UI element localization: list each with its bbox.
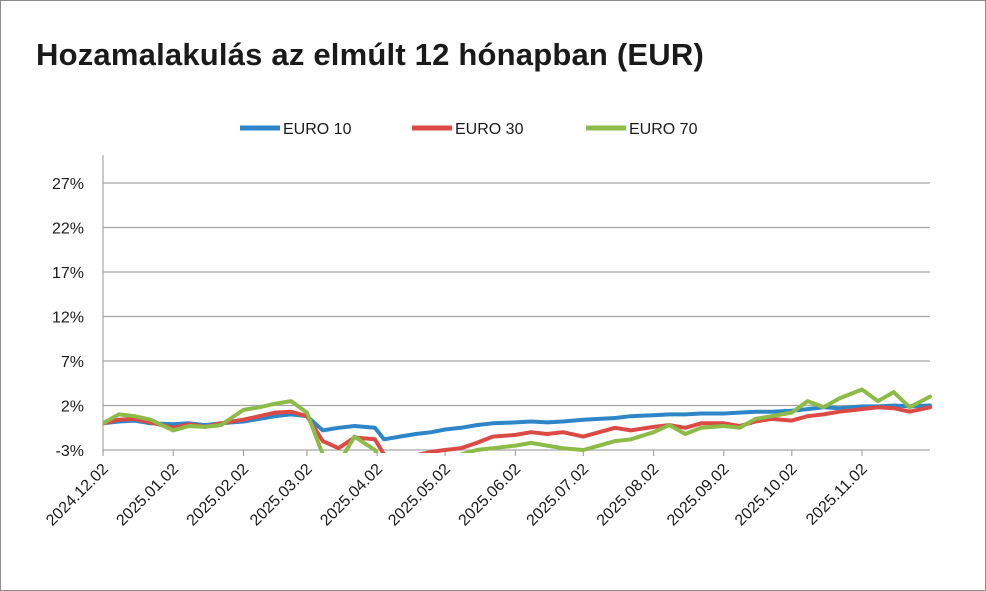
x-tick-label: 2025.07.02 (524, 461, 593, 530)
y-tick-label: 27% (52, 176, 84, 193)
x-tick-label: 2025.08.02 (594, 461, 663, 530)
x-tick-label: 2025.01.02 (113, 461, 182, 530)
x-tick-label: 2025.09.02 (664, 461, 733, 530)
legend-label: EURO 30 (455, 121, 524, 138)
legend-label: EURO 10 (283, 121, 352, 138)
y-tick-label: 2% (61, 399, 84, 416)
x-tick-label: 2025.05.02 (385, 461, 454, 530)
x-tick-label: 2025.10.02 (732, 461, 801, 530)
x-tick-label: 2025.03.02 (247, 461, 316, 530)
x-tick-label: 2025.06.02 (456, 461, 525, 530)
x-tick-label: 2025.04.02 (317, 461, 386, 530)
y-tick-label: 22% (52, 221, 84, 238)
chart-title: Hozamalakulás az elmúlt 12 hónapban (EUR… (36, 37, 704, 72)
y-tick-label: 12% (52, 310, 84, 327)
y-tick-label: 17% (52, 265, 84, 282)
x-tick-label: 2025.02.02 (184, 461, 253, 530)
x-tick-label: 2025.11.02 (803, 461, 871, 529)
legend-label: EURO 70 (629, 121, 698, 138)
x-tick-label: 2024.12.02 (43, 461, 112, 530)
series-line-euro-30 (103, 405, 932, 453)
y-tick-label: -3% (56, 443, 84, 460)
y-tick-label: 7% (61, 354, 84, 371)
series-line-euro-70 (103, 387, 932, 453)
